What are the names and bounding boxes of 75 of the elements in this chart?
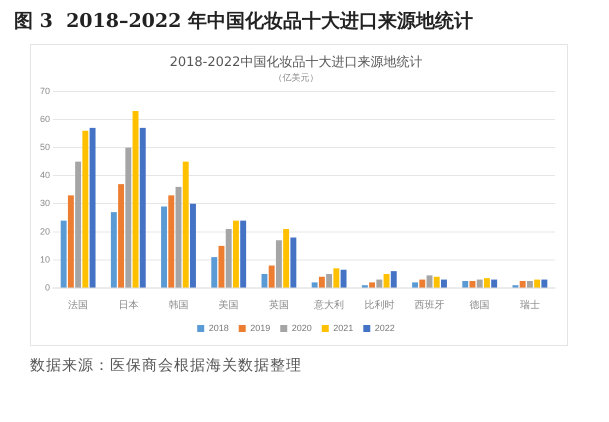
- bar: [419, 280, 426, 288]
- y-tick-label: 60: [40, 114, 50, 124]
- y-tick-label: 0: [44, 282, 50, 292]
- y-tick-label: 20: [40, 226, 50, 236]
- bar: [476, 280, 483, 288]
- bar: [176, 186, 182, 288]
- bar: [118, 184, 124, 288]
- bar: [75, 162, 82, 288]
- bar: [376, 280, 382, 288]
- bar: [232, 220, 239, 288]
- bar: [340, 270, 347, 288]
- bar: [140, 128, 146, 288]
- bar: [534, 280, 540, 288]
- bar: [60, 220, 67, 288]
- y-tick-label: 70: [40, 86, 50, 96]
- bar: [369, 282, 376, 288]
- bar: [268, 266, 275, 288]
- bar: [190, 204, 196, 288]
- bar: [211, 257, 218, 288]
- bar: [90, 128, 96, 288]
- legend-label: 2018: [208, 322, 229, 333]
- x-tick-label: 法国: [68, 298, 88, 311]
- x-tick-label: 日本: [118, 298, 138, 311]
- bar: [526, 280, 533, 288]
- bar: [520, 280, 526, 288]
- x-tick-label: 英国: [268, 298, 289, 311]
- x-tick-label: 德国: [470, 300, 490, 311]
- bar: [390, 271, 397, 288]
- bar: [412, 282, 418, 288]
- chart-subtitle: （亿美元）: [274, 72, 318, 82]
- bar: [261, 274, 268, 288]
- source-note: 数据来源：医保商会根据海关数据整理: [29, 355, 303, 375]
- bar: [326, 274, 332, 288]
- bar: [491, 280, 498, 288]
- bar: [541, 280, 548, 288]
- y-tick-label: 10: [40, 254, 50, 264]
- bar: [462, 280, 468, 288]
- bar: [218, 246, 224, 288]
- y-tick-label: 30: [40, 198, 50, 208]
- caption: 图 3 2018–2022 年中国化妆品十大进口来源地统计: [13, 9, 474, 34]
- bar: [384, 274, 390, 288]
- bar: [290, 237, 296, 288]
- x-tick-label: 比利时: [364, 298, 394, 311]
- x-tick-label: 瑞士: [520, 298, 540, 311]
- y-tick-label: 50: [40, 142, 50, 152]
- bar: [240, 220, 246, 288]
- bar: [470, 280, 476, 288]
- legend-label: 2020: [292, 322, 312, 333]
- legend-label: 2022: [374, 322, 395, 333]
- bar: [125, 148, 132, 288]
- bar: [318, 276, 325, 288]
- bar: [82, 130, 88, 288]
- bar: [312, 282, 318, 288]
- bar: [161, 206, 168, 288]
- bar: [68, 195, 74, 288]
- bar: [226, 229, 232, 288]
- chart-title: 2018-2022中国化妆品十大进口来源地统计: [170, 55, 422, 70]
- legend-label: 2021: [333, 322, 354, 333]
- x-tick-label: 意大利: [313, 298, 344, 311]
- x-tick-label: 韩国: [168, 298, 189, 311]
- bar: [110, 212, 117, 288]
- bar: [283, 229, 290, 288]
- legend-label: 2019: [250, 322, 270, 333]
- bar: [132, 111, 138, 288]
- bar: [434, 276, 440, 288]
- x-tick-label: 美国: [218, 298, 239, 311]
- bar: [276, 240, 282, 288]
- x-tick-label: 西班牙: [414, 298, 445, 311]
- y-tick-label: 40: [40, 170, 50, 180]
- bar: [440, 280, 447, 288]
- bar: [426, 275, 432, 288]
- bar: [333, 268, 340, 288]
- bar: [168, 195, 174, 288]
- bar: [484, 278, 490, 288]
- bar: [182, 162, 189, 288]
